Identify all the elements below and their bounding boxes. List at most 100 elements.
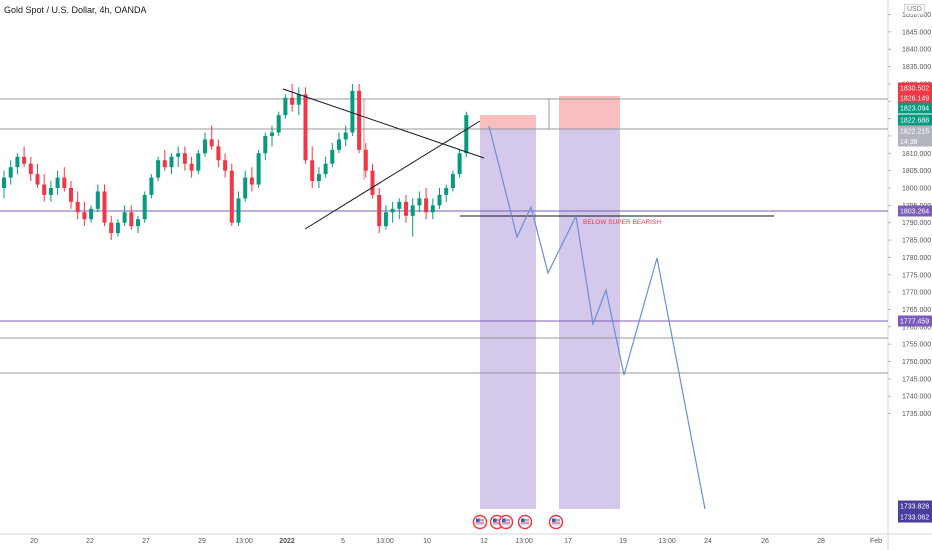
candle-body (22, 156, 27, 164)
candle (229, 163, 234, 227)
y-tick-label: 1835.000 (902, 64, 931, 71)
flag-body (521, 518, 529, 526)
x-tick-label: 27 (142, 538, 150, 545)
trendline-lower[interactable] (304, 120, 481, 230)
price-tag-label: 1777.459 (900, 319, 929, 326)
us-event-icon[interactable] (498, 514, 514, 530)
candle (404, 194, 408, 223)
candle (350, 83, 355, 136)
price-tag-label: 1733.828 (900, 504, 929, 511)
flag-body (552, 518, 560, 526)
y-tick-label: 1765.000 (902, 307, 931, 314)
candle (397, 198, 402, 220)
candle-body (464, 115, 469, 154)
candle (209, 125, 214, 150)
flag-body (493, 518, 501, 526)
candle (8, 160, 13, 185)
candle (303, 87, 308, 164)
candle-body (109, 222, 114, 234)
candle (203, 132, 207, 157)
us-event-icon[interactable] (472, 514, 488, 530)
candle (283, 94, 288, 119)
countdown-tag: 14:38 (898, 136, 932, 147)
price-tag[interactable]: 1826.149 (898, 92, 932, 104)
candle-body (15, 156, 20, 168)
candle (424, 188, 429, 220)
candle (149, 174, 154, 199)
trendline-upper[interactable] (282, 88, 485, 159)
price-tag[interactable]: 1733.062 (898, 511, 932, 523)
candle-body (169, 156, 174, 168)
currency-badge[interactable]: USD (904, 4, 925, 15)
candle (243, 170, 248, 202)
y-tick-label: 1740.000 (902, 394, 931, 401)
candle-body (229, 170, 234, 223)
price-tag[interactable]: 1822.688 (898, 114, 932, 126)
price-tag-bg (898, 500, 932, 512)
y-tick-label: 1755.000 (902, 342, 931, 349)
candle (35, 163, 40, 188)
candle-body (256, 153, 261, 185)
x-tick-label: 24 (704, 538, 712, 545)
price-tag[interactable]: 1803.264 (898, 205, 932, 217)
price-tag[interactable]: 1822.215 (898, 125, 932, 137)
candle (410, 198, 415, 237)
price-tag[interactable]: 1830.502 (898, 82, 932, 94)
candle-body (323, 163, 328, 175)
candle (464, 111, 469, 157)
candle (450, 170, 455, 192)
candle (162, 149, 167, 171)
candle (15, 153, 20, 175)
candle (249, 167, 254, 192)
bearish-annotation: BELOW SUPER BEARISH (583, 219, 661, 226)
price-tag-label: 1826.149 (900, 96, 929, 103)
price-tag[interactable]: 1777.459 (898, 315, 932, 327)
price-tag-label: 1803.264 (900, 209, 929, 216)
candle-body (350, 90, 355, 133)
candle (437, 188, 442, 209)
candle-body (129, 212, 134, 227)
candle-body (89, 208, 94, 220)
y-tick-label: 1775.000 (902, 272, 931, 279)
candle-body (48, 188, 53, 195)
candle (256, 149, 261, 188)
candle-body (363, 149, 368, 171)
candle-body (162, 160, 167, 168)
candle-body (182, 153, 187, 164)
price-tag-bg (898, 102, 932, 114)
candle (296, 87, 301, 116)
us-event-icon[interactable] (548, 514, 564, 530)
candle-body (75, 201, 80, 213)
flag-body (502, 518, 510, 526)
candle (176, 146, 181, 168)
candle-body (102, 191, 107, 223)
x-tick-label: 22 (86, 538, 94, 545)
candle (75, 191, 80, 220)
candle (377, 188, 382, 234)
price-tag[interactable]: 1823.094 (898, 102, 932, 114)
candle-body (189, 163, 194, 171)
candle (290, 83, 295, 112)
candle-body (196, 153, 201, 171)
candle (316, 167, 321, 188)
candle (330, 142, 335, 168)
flag-canton (502, 518, 506, 522)
candle-body (276, 115, 281, 133)
flag-canton (476, 518, 480, 522)
candle-body (424, 198, 429, 213)
price-tag[interactable]: 1733.828 (898, 500, 932, 512)
candle-body (95, 191, 100, 209)
candle-body (176, 153, 181, 157)
candle (337, 132, 341, 154)
us-event-icon[interactable] (517, 514, 533, 530)
x-tick-label: 5 (341, 538, 345, 545)
candle-body (316, 174, 321, 182)
flag-canton (493, 518, 497, 522)
projected-price-path[interactable] (488, 125, 706, 510)
projection-zone-1 (480, 129, 536, 509)
x-tick-label: 29 (198, 538, 206, 545)
flag-canton (552, 518, 556, 522)
candle (444, 184, 449, 202)
candle-body (142, 194, 147, 220)
